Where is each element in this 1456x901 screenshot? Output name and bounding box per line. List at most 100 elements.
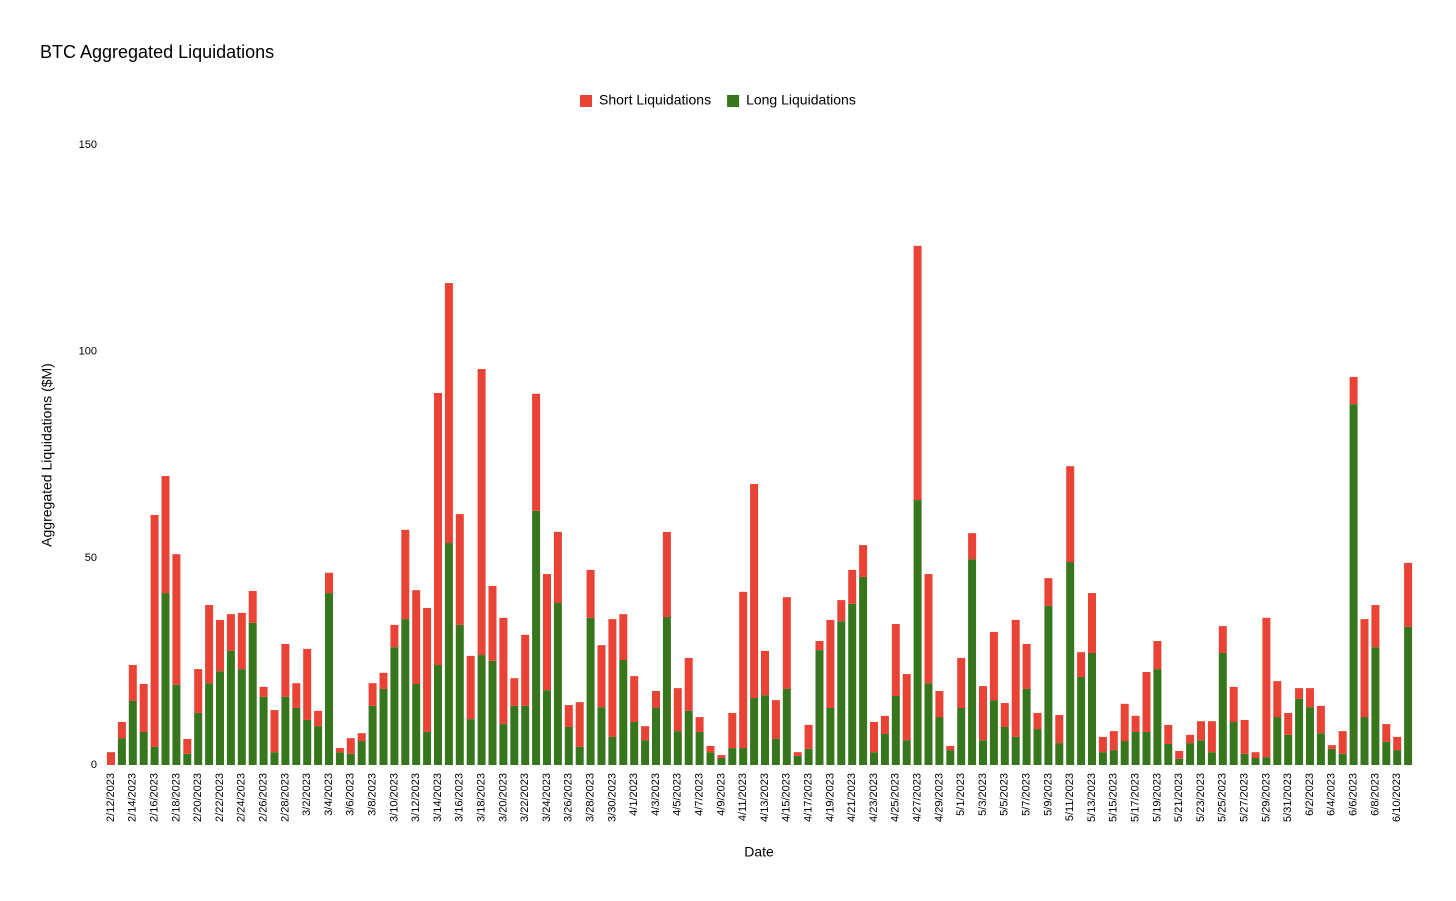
bar-segment <box>630 676 639 723</box>
x-tick-label: 4/9/2023 <box>715 773 727 816</box>
bar-segment <box>761 695 769 765</box>
bar-segment <box>859 576 868 765</box>
x-tick-label: 5/11/2023 <box>1064 773 1076 821</box>
bar-segment <box>553 531 562 603</box>
bar-segment <box>1022 643 1031 689</box>
bar-segment <box>1316 705 1325 734</box>
bar-segment <box>314 710 323 727</box>
x-tick-label: 2/28/2023 <box>279 773 291 822</box>
bar-segment <box>1088 652 1096 765</box>
x-tick-label: 2/14/2023 <box>127 773 139 822</box>
bar-segment <box>1360 619 1369 718</box>
x-tick-label: 5/27/2023 <box>1239 773 1251 822</box>
bar-segment <box>521 705 530 765</box>
bar-segment <box>1033 729 1042 765</box>
bar-segment <box>1284 712 1293 735</box>
bar-segment <box>1120 741 1129 765</box>
bar-segment <box>303 719 312 765</box>
bar-segment <box>1011 619 1020 737</box>
bar-segment <box>880 715 889 734</box>
bar-segment <box>499 617 508 725</box>
x-tick-label: 2/16/2023 <box>149 773 161 822</box>
x-tick-label: 3/16/2023 <box>454 773 466 822</box>
bar-segment <box>1000 703 1009 727</box>
bar-segment <box>1306 688 1314 708</box>
x-tick-label: 2/22/2023 <box>214 773 226 822</box>
bar-segment <box>935 717 944 765</box>
bar-segment <box>1327 748 1336 765</box>
bar-segment <box>1077 676 1086 765</box>
bar-segment <box>183 753 192 765</box>
x-tick-label: 5/17/2023 <box>1130 773 1142 822</box>
bar-segment <box>837 621 846 765</box>
bar-segment <box>662 531 671 618</box>
bar-segment <box>891 695 900 765</box>
bar-segment <box>543 690 551 765</box>
bar-segment <box>172 684 181 765</box>
bar-segment <box>161 476 170 594</box>
bar-segment <box>782 688 791 765</box>
bar-segment <box>1197 721 1205 741</box>
bar-segment <box>946 750 955 765</box>
bar-segment <box>379 672 388 689</box>
bar-segment <box>1153 669 1162 765</box>
bar-segment <box>1306 707 1314 765</box>
bar-segment <box>281 643 290 697</box>
bar-segment <box>1371 605 1380 648</box>
bar-segment <box>455 624 464 765</box>
bar-segment <box>1022 688 1031 765</box>
x-tick-label: 3/20/2023 <box>497 773 509 822</box>
bar-segment <box>662 617 671 765</box>
bar-segment <box>989 700 998 765</box>
bar-segment <box>194 669 203 713</box>
bar-segment <box>1088 593 1096 653</box>
x-tick-label: 5/23/2023 <box>1195 773 1207 822</box>
x-tick-label: 5/3/2023 <box>977 773 989 816</box>
bar-segment <box>510 705 519 765</box>
bar-segment <box>848 569 857 604</box>
bar-segment <box>619 660 628 765</box>
bar-segment <box>139 683 148 732</box>
bar-segment <box>237 669 246 765</box>
x-tick-label: 4/19/2023 <box>824 773 836 822</box>
bar-segment <box>259 686 268 697</box>
x-tick-label: 3/4/2023 <box>323 773 335 816</box>
bar-segment <box>335 752 344 765</box>
bar-segment <box>728 712 737 749</box>
bar-segment <box>270 752 279 765</box>
bar-segment <box>1207 752 1216 765</box>
bar-segment <box>543 574 551 691</box>
bar-segment <box>401 529 410 620</box>
bar-segment <box>1251 752 1260 758</box>
x-tick-label: 3/22/2023 <box>519 773 531 822</box>
x-tick-label: 6/4/2023 <box>1326 773 1338 816</box>
bar-segment <box>1262 617 1271 758</box>
bar-segment <box>1393 736 1402 751</box>
bar-segment <box>226 614 235 651</box>
bar-segment <box>706 745 715 753</box>
x-tick-label: 2/18/2023 <box>170 773 182 822</box>
bar-segment <box>1098 752 1107 765</box>
bar-segment <box>717 755 726 758</box>
bar-segment <box>641 740 650 765</box>
bar-segment <box>771 700 780 739</box>
bar-segment <box>870 752 878 765</box>
bar-segment <box>1349 376 1358 405</box>
x-tick-label: 4/29/2023 <box>933 773 945 822</box>
bar-segment <box>346 753 355 765</box>
bar-segment <box>303 648 312 720</box>
bar-segment <box>1164 724 1173 744</box>
bar-segment <box>183 738 192 754</box>
bar-segment <box>1000 726 1009 765</box>
bar-segment <box>913 245 922 501</box>
x-tick-label: 4/21/2023 <box>846 773 858 822</box>
bar-segment <box>172 554 181 685</box>
x-tick-label: 5/15/2023 <box>1108 773 1120 822</box>
bar-segment <box>161 593 170 765</box>
x-tick-label: 6/2/2023 <box>1304 773 1316 816</box>
bar-segment <box>292 683 301 708</box>
bar-segment <box>695 731 704 765</box>
bar-segment <box>499 724 508 765</box>
bar-segment <box>782 597 791 689</box>
